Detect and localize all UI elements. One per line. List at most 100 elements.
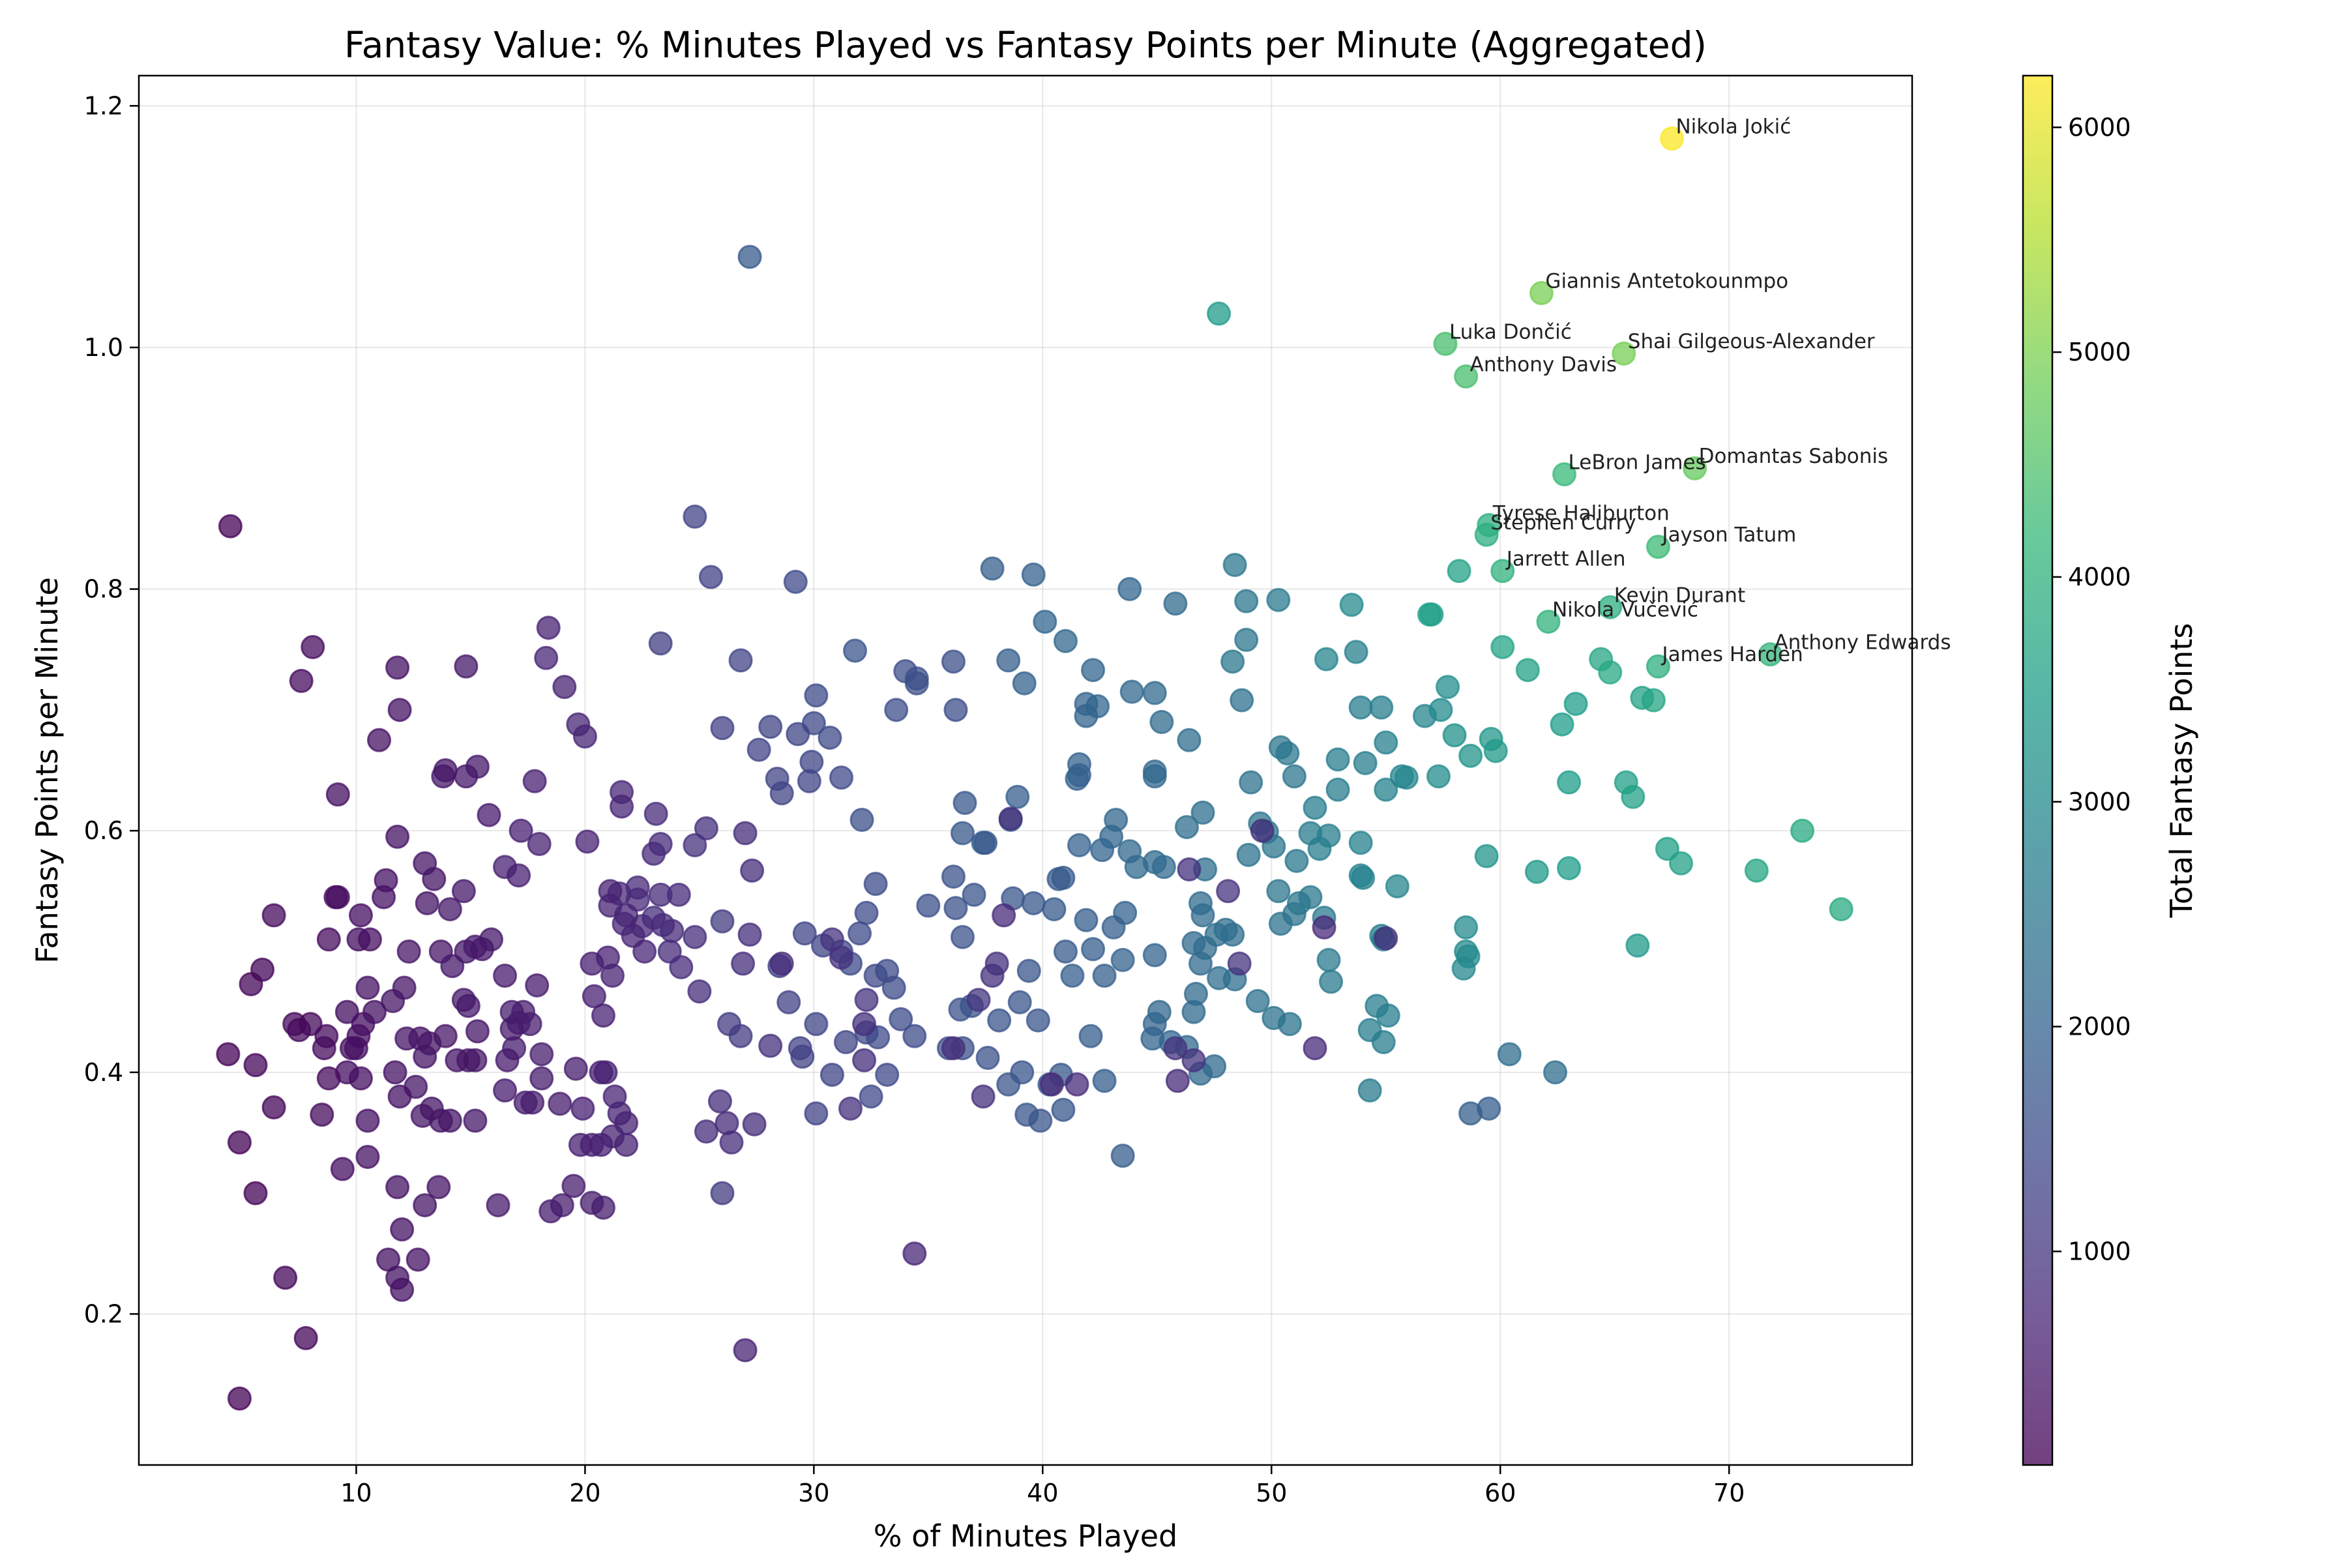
data-point <box>413 1193 437 1218</box>
data-point <box>1065 1072 1089 1097</box>
point-annotation: Tyrese Haliburton <box>1492 501 1670 525</box>
data-point <box>1207 301 1232 326</box>
labeled-data-point <box>1646 535 1670 559</box>
data-point <box>1829 897 1853 922</box>
data-point <box>797 769 821 793</box>
data-point <box>437 897 462 922</box>
data-point <box>1147 999 1172 1024</box>
data-point <box>1371 1029 1396 1054</box>
data-point <box>355 1144 380 1169</box>
labeled-data-point <box>1612 341 1636 366</box>
labeled-data-point <box>1474 522 1499 547</box>
chart-title: Fantasy Value: % Minutes Played vs Fanta… <box>344 24 1707 66</box>
data-point <box>728 648 753 673</box>
x-axis-ticks: 10 20 30 40 50 60 70 <box>340 1465 1745 1507</box>
data-point <box>996 648 1021 673</box>
data-point <box>843 638 868 663</box>
data-point <box>1142 681 1167 705</box>
data-point <box>591 1195 615 1220</box>
data-point <box>950 821 975 846</box>
data-point <box>1374 926 1398 951</box>
data-point <box>348 903 373 928</box>
point-annotation: Nikola Jokić <box>1675 115 1791 138</box>
data-point <box>1039 1072 1064 1097</box>
data-point <box>591 1003 615 1028</box>
data-point <box>804 1012 829 1037</box>
data-point <box>426 1175 451 1200</box>
data-point <box>1113 900 1138 925</box>
data-point <box>1110 947 1135 972</box>
data-point <box>1163 591 1188 616</box>
data-point <box>406 1247 430 1272</box>
data-point <box>440 954 465 979</box>
data-point <box>493 964 518 988</box>
data-point <box>529 1042 554 1067</box>
colorbar-tick-label: 2000 <box>2068 1013 2131 1041</box>
data-point <box>1074 908 1099 932</box>
data-point <box>520 1090 545 1115</box>
data-point <box>1277 1012 1302 1037</box>
data-point <box>881 975 906 1000</box>
data-point <box>1060 964 1085 988</box>
data-point <box>1266 879 1291 904</box>
y-tick-label: 0.6 <box>84 816 123 845</box>
data-point <box>973 831 998 855</box>
data-point <box>486 1193 510 1218</box>
data-point <box>854 988 879 1013</box>
data-point <box>818 725 842 750</box>
point-annotation: Shai Gilgeous-Alexander <box>1628 330 1875 353</box>
data-point <box>1282 764 1306 789</box>
data-point <box>600 964 625 988</box>
data-point <box>648 631 673 656</box>
data-point <box>1119 679 1144 704</box>
data-point <box>1074 703 1099 728</box>
data-point <box>786 722 810 747</box>
labeled-data-point <box>1646 654 1670 679</box>
data-point <box>561 1174 586 1198</box>
data-point <box>1230 688 1254 713</box>
data-point <box>1451 956 1476 981</box>
point-annotation: Anthony Davis <box>1470 353 1617 376</box>
data-point <box>593 1060 618 1085</box>
point-annotation: Kevin Durant <box>1614 584 1745 607</box>
data-point <box>1524 859 1549 884</box>
data-point <box>570 1096 595 1121</box>
data-point <box>1188 891 1213 915</box>
data-point <box>863 964 888 988</box>
labeled-data-point <box>1433 331 1458 356</box>
data-point <box>710 1181 735 1206</box>
data-point <box>1316 823 1341 848</box>
data-point <box>325 782 350 807</box>
data-point <box>428 1108 453 1133</box>
point-annotation: Nikola Vučević <box>1552 599 1698 622</box>
data-point <box>509 818 533 843</box>
data-point <box>648 832 673 857</box>
data-point <box>1081 937 1106 962</box>
labeled-data-point <box>1536 610 1561 634</box>
colorbar-label: Total Fantasy Points <box>2164 623 2199 919</box>
data-point <box>1051 865 1076 890</box>
data-point <box>1394 765 1419 790</box>
data-point <box>1641 688 1666 713</box>
data-point <box>413 1044 437 1069</box>
data-point <box>776 990 801 1014</box>
data-point <box>261 903 286 928</box>
data-point <box>1490 634 1515 659</box>
data-point <box>1325 747 1350 772</box>
data-point <box>325 885 350 910</box>
data-point <box>1314 647 1339 672</box>
data-point <box>783 569 808 594</box>
data-point <box>575 829 600 854</box>
data-point <box>1625 933 1650 958</box>
data-point <box>1442 723 1467 748</box>
data-point <box>385 655 410 680</box>
data-point <box>568 1132 593 1157</box>
data-point <box>833 1029 858 1054</box>
grid-layer <box>139 76 1912 1465</box>
data-point <box>1316 947 1341 972</box>
data-point <box>683 833 707 857</box>
data-point <box>316 1066 341 1091</box>
data-point <box>941 649 966 674</box>
data-point <box>536 615 561 640</box>
data-point <box>1325 777 1350 802</box>
